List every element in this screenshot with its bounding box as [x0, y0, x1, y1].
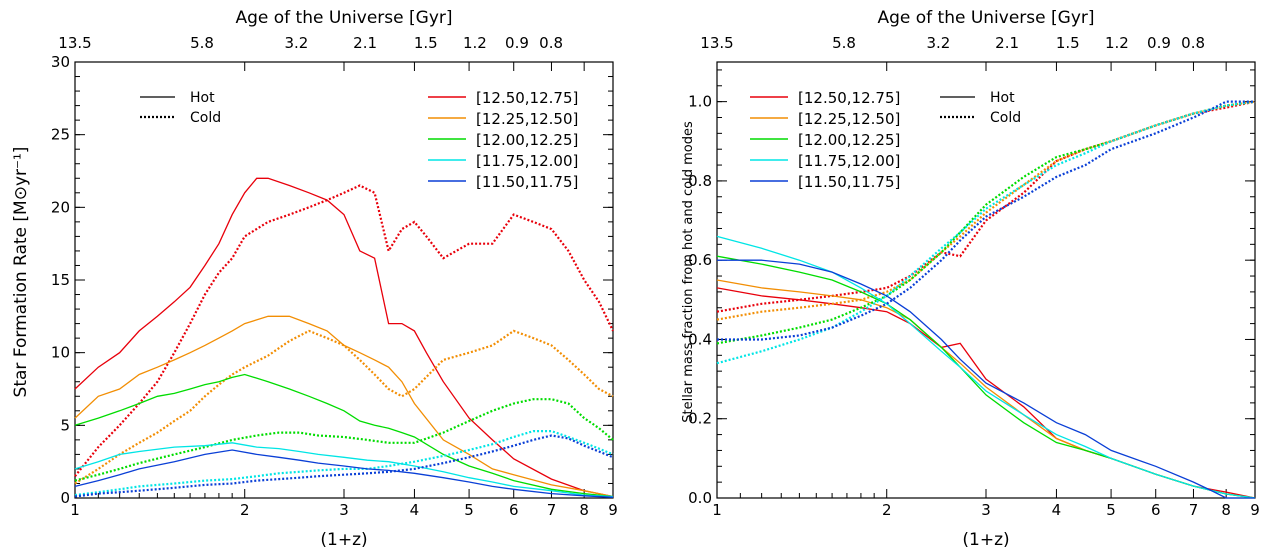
- mass-fraction-top-tick-label: 3.2: [926, 34, 950, 52]
- mass-fraction-color-legend-label: [12.25,12.50]: [798, 110, 900, 128]
- mass-fraction-x-axis-label: (1+z): [962, 530, 1009, 550]
- sfr-color-legend-label: [11.75,12.00]: [476, 152, 578, 170]
- sfr-series-line-hot: [74, 442, 614, 498]
- mass-fraction-x-tick-label: 1: [712, 501, 722, 519]
- sfr-x-tick-label: 8: [579, 501, 589, 519]
- sfr-y-tick-label: 20: [51, 198, 70, 216]
- sfr-top-tick-label: 0.9: [505, 34, 529, 52]
- mass-fraction-style-legend: Hot Cold: [940, 90, 1021, 126]
- sfr-x-tick-label: 1: [70, 501, 80, 519]
- sfr-series-line-hot: [74, 373, 614, 498]
- mass-fraction-x-tick-label: 5: [1106, 501, 1116, 519]
- sfr-top-axis-label: Age of the Universe [Gyr]: [235, 8, 452, 28]
- mass-fraction-x-tick-label: 4: [1052, 501, 1062, 519]
- mass-fraction-axis-ticks: 1 2 3 4 5 6 7 8 9 0.0 0.2 0.4 0.6 0.8 1.0 13.5 5.8 3.2 2.1…: [688, 34, 1260, 519]
- mass-fraction-chart: Age of the Universe [Gyr] (1+z) Stellar …: [681, 8, 1260, 550]
- sfr-color-legend-label: [12.25,12.50]: [476, 110, 578, 128]
- mass-fraction-series-line-hot: [716, 287, 1256, 499]
- sfr-top-tick-label: 1.5: [414, 34, 438, 52]
- sfr-style-legend-label: Hot: [190, 90, 215, 106]
- mass-fraction-top-tick-label: 1.5: [1056, 34, 1080, 52]
- sfr-series-line-hot: [74, 449, 614, 498]
- mass-fraction-color-legend-label: [12.00,12.25]: [798, 131, 900, 149]
- mass-fraction-top-axis-label: Age of the Universe [Gyr]: [877, 8, 1094, 28]
- mass-fraction-series-line-cold: [717, 100, 1255, 341]
- mass-fraction-color-legend: [12.50,12.75] [12.25,12.50] [12.00,12.25] […: [750, 89, 900, 191]
- sfr-style-legend: Hot Cold: [140, 90, 221, 126]
- mass-fraction-series-line-hot: [716, 255, 1256, 499]
- mass-fraction-y-tick-label: 0.4: [688, 330, 712, 348]
- sfr-x-tick-label: 5: [464, 501, 474, 519]
- sfr-color-legend-label: [12.00,12.25]: [476, 131, 578, 149]
- sfr-x-tick-label: 3: [339, 501, 349, 519]
- sfr-top-tick-label: 5.8: [190, 34, 214, 52]
- mass-fraction-y-tick-label: 0.6: [688, 251, 712, 269]
- mass-fraction-top-tick-label: 2.1: [995, 34, 1019, 52]
- mass-fraction-top-tick-label: 5.8: [832, 34, 856, 52]
- sfr-top-tick-label: 2.1: [353, 34, 377, 52]
- sfr-chart: Age of the Universe [Gyr] (1+z) Star For…: [11, 8, 618, 550]
- sfr-y-tick-label: 25: [51, 126, 70, 144]
- mass-fraction-style-legend-label: Cold: [990, 110, 1021, 126]
- sfr-x-tick-label: 6: [509, 501, 519, 519]
- sfr-series-lines: [74, 177, 614, 498]
- mass-fraction-y-tick-label: 0.0: [688, 489, 712, 507]
- sfr-series-line-cold: [74, 184, 614, 477]
- sfr-x-axis-label: (1+z): [320, 530, 367, 550]
- sfr-color-legend-label: [12.50,12.75]: [476, 89, 578, 107]
- mass-fraction-y-tick-label: 0.8: [688, 172, 712, 190]
- sfr-color-legend: [12.50,12.75] [12.25,12.50] [12.00,12.25] […: [428, 89, 578, 191]
- mass-fraction-x-tick-label: 2: [882, 501, 892, 519]
- sfr-series-line-cold: [74, 434, 614, 498]
- mass-fraction-top-tick-label: 1.2: [1105, 34, 1129, 52]
- mass-fraction-top-tick-label: 0.8: [1181, 34, 1205, 52]
- mass-fraction-top-tick-label: 0.9: [1147, 34, 1171, 52]
- sfr-x-tick-label: 9: [608, 501, 618, 519]
- mass-fraction-x-tick-label: 8: [1221, 501, 1231, 519]
- sfr-series-line-hot: [74, 315, 614, 498]
- mass-fraction-series-line-hot: [716, 279, 1256, 499]
- sfr-top-tick-label: 0.8: [539, 34, 563, 52]
- sfr-y-tick-label: 0: [60, 489, 70, 507]
- sfr-x-tick-label: 2: [240, 501, 250, 519]
- mass-fraction-y-tick-label: 1.0: [688, 93, 712, 111]
- sfr-series-line-hot: [74, 177, 614, 498]
- mass-fraction-y-axis-label: Stellar mass fraction from hot and cold …: [681, 121, 696, 423]
- sfr-top-tick-label: 1.2: [463, 34, 487, 52]
- mass-fraction-style-legend-label: Hot: [990, 90, 1015, 106]
- sfr-top-tick-label: 3.2: [284, 34, 308, 52]
- mass-fraction-y-tick-label: 0.2: [688, 410, 712, 428]
- mass-fraction-color-legend-label: [11.75,12.00]: [798, 152, 900, 170]
- mass-fraction-color-legend-label: [12.50,12.75]: [798, 89, 900, 107]
- sfr-style-legend-label: Cold: [190, 110, 221, 126]
- sfr-y-tick-label: 10: [51, 344, 70, 362]
- sfr-x-tick-label: 4: [410, 501, 420, 519]
- sfr-y-tick-label: 15: [51, 271, 70, 289]
- sfr-y-axis-label: Star Formation Rate [M⊙yr⁻¹]: [11, 147, 31, 398]
- mass-fraction-x-tick-label: 6: [1151, 501, 1161, 519]
- mass-fraction-series-lines: [716, 100, 1256, 499]
- mass-fraction-x-tick-label: 9: [1250, 501, 1260, 519]
- mass-fraction-series-line-hot: [717, 259, 1255, 499]
- mass-fraction-series-line-cold: [716, 100, 1256, 365]
- mass-fraction-series-line-hot: [716, 235, 1256, 499]
- sfr-x-tick-label: 7: [547, 501, 557, 519]
- sfr-y-tick-label: 5: [60, 416, 70, 434]
- mass-fraction-x-tick-label: 3: [981, 501, 991, 519]
- mass-fraction-x-tick-label: 7: [1189, 501, 1199, 519]
- mass-fraction-color-legend-label: [11.50,11.75]: [798, 173, 900, 191]
- sfr-y-tick-label: 30: [51, 53, 70, 71]
- sfr-color-legend-label: [11.50,11.75]: [476, 173, 578, 191]
- sfr-series-line-cold: [74, 329, 614, 485]
- sfr-top-tick-label: 13.5: [58, 34, 91, 52]
- mass-fraction-top-tick-label: 13.5: [700, 34, 733, 52]
